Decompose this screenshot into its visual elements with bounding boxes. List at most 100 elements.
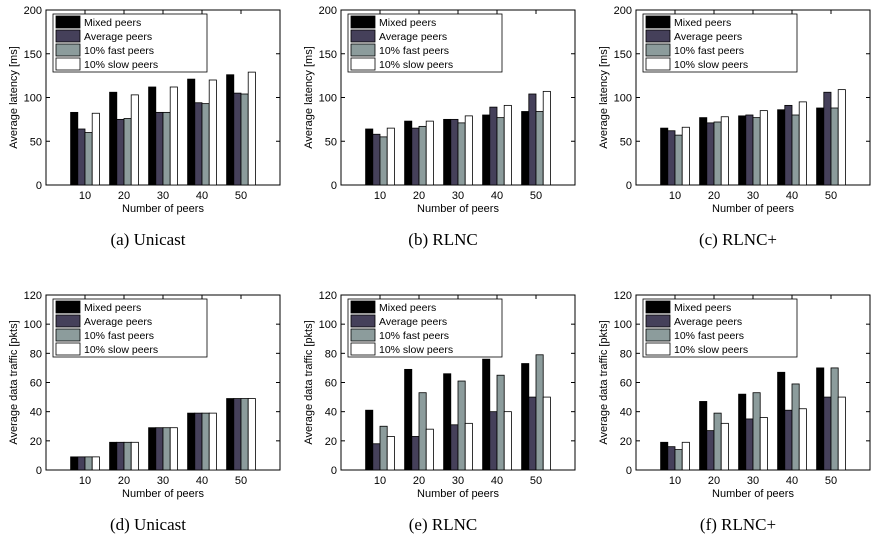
caption-d: (d) Unicast <box>109 515 186 534</box>
legend-label: Mixed peers <box>84 17 141 29</box>
bar-average-peers-20 <box>411 127 420 186</box>
legend-label: Average peers <box>674 316 742 328</box>
bar-average-peers-10 <box>77 456 86 471</box>
legend-label: 10% fast peers <box>379 45 449 57</box>
bar-average-peers-10 <box>667 130 676 186</box>
x-tick-label: 20 <box>413 475 425 487</box>
y-tick-label: 0 <box>626 465 632 477</box>
legend-label: Average peers <box>379 31 447 43</box>
legend: Mixed peers Average peers 10% fast peers 10… <box>347 13 503 73</box>
bar-average-peers-50 <box>823 91 832 186</box>
x-axis-label: Number of peers <box>712 488 794 500</box>
legend-swatch <box>350 29 376 43</box>
caption-a: (a) Unicast <box>110 230 186 249</box>
chart-rlnc-latency: 0 50 100 150 200 10 20 30 40 50 Number of peers Ave… <box>303 5 576 215</box>
bar-mixed-peers-30 <box>443 118 452 186</box>
y-tick-label: 20 <box>30 436 42 448</box>
legend-label: 10% fast peers <box>674 330 744 342</box>
bar-mixed-peers-50 <box>816 367 825 471</box>
bar-mixed-peers-20 <box>699 401 708 471</box>
bar-10-fast-peers-10 <box>379 425 388 471</box>
y-tick-label: 50 <box>30 136 42 148</box>
x-axis-label: Number of peers <box>122 488 204 500</box>
y-tick-label: 50 <box>620 136 632 148</box>
bar-average-peers-50 <box>823 396 832 471</box>
y-tick-label: 60 <box>30 378 42 390</box>
legend-label: 10% slow peers <box>674 344 748 356</box>
legend-swatch <box>645 314 671 328</box>
chart-unicast-traffic: 0 20 40 60 80 100 120 10 20 30 40 50 Number of peers… <box>8 290 281 500</box>
bar-10-fast-peers-20 <box>713 121 722 186</box>
legend-swatch <box>645 57 671 71</box>
bar-average-peers-20 <box>706 122 715 186</box>
y-axis-label: Average data traffic [pkts] <box>598 320 610 444</box>
legend-swatch <box>55 29 81 43</box>
y-axis-label: Average latency [ms] <box>303 46 315 149</box>
y-tick-label: 20 <box>620 436 632 448</box>
x-tick-label: 30 <box>452 475 464 487</box>
y-tick-label: 60 <box>620 378 632 390</box>
bar-10-fast-peers-50 <box>240 398 249 471</box>
bar-10-slow-peers-10 <box>681 126 690 186</box>
bar-10-slow-peers-20 <box>720 422 729 471</box>
y-tick-label: 200 <box>319 5 337 17</box>
caption-e: (e) RLNC <box>408 515 478 534</box>
y-tick-label: 100 <box>24 319 42 331</box>
x-tick-label: 50 <box>825 190 837 202</box>
y-tick-label: 60 <box>325 378 337 390</box>
x-tick-label: 10 <box>79 475 91 487</box>
bar-average-peers-50 <box>233 92 242 186</box>
y-tick-label: 0 <box>36 465 42 477</box>
legend-label: Mixed peers <box>84 302 141 314</box>
bar-10-slow-peers-20 <box>720 116 729 186</box>
legend-swatch <box>350 342 376 356</box>
bar-10-fast-peers-50 <box>830 107 839 186</box>
legend-label: 10% slow peers <box>379 344 453 356</box>
x-tick-label: 30 <box>157 475 169 487</box>
legend-swatch <box>645 43 671 57</box>
bar-10-slow-peers-10 <box>386 127 395 186</box>
legend-swatch <box>350 43 376 57</box>
x-tick-label: 30 <box>452 190 464 202</box>
bar-10-slow-peers-40 <box>208 79 217 186</box>
bar-mixed-peers-30 <box>738 115 747 186</box>
bar-average-peers-30 <box>745 114 754 186</box>
y-tick-label: 150 <box>614 49 632 61</box>
bar-mixed-peers-10 <box>365 409 374 471</box>
bar-10-fast-peers-40 <box>496 374 505 471</box>
bar-average-peers-30 <box>155 427 164 471</box>
bar-mixed-peers-30 <box>443 373 452 471</box>
legend-swatch <box>645 342 671 356</box>
legend-swatch <box>55 15 81 29</box>
y-tick-label: 80 <box>620 348 632 360</box>
bar-mixed-peers-50 <box>816 107 825 186</box>
legend-label: Mixed peers <box>674 17 731 29</box>
bar-mixed-peers-50 <box>226 74 235 186</box>
x-tick-label: 30 <box>747 190 759 202</box>
legend-swatch <box>350 314 376 328</box>
legend: Mixed peers Average peers 10% fast peers 10… <box>52 13 208 73</box>
bar-10-slow-peers-50 <box>837 89 846 186</box>
bar-average-peers-10 <box>372 133 381 186</box>
bar-10-slow-peers-40 <box>208 412 217 471</box>
bar-10-slow-peers-50 <box>542 90 551 186</box>
bar-10-fast-peers-30 <box>752 392 761 471</box>
y-tick-label: 40 <box>30 407 42 419</box>
bar-10-fast-peers-30 <box>457 380 466 471</box>
bar-mixed-peers-10 <box>70 456 79 471</box>
legend-swatch <box>350 328 376 342</box>
chart-rlnc-traffic: 0 20 40 60 80 100 120 10 20 30 40 50 Number of peers… <box>303 290 576 500</box>
bar-10-slow-peers-40 <box>798 408 807 471</box>
bar-10-slow-peers-40 <box>798 101 807 186</box>
x-tick-label: 10 <box>374 475 386 487</box>
bar-mixed-peers-30 <box>148 86 157 186</box>
bar-10-slow-peers-10 <box>91 112 100 186</box>
x-axis-label: Number of peers <box>712 203 794 215</box>
y-tick-label: 20 <box>325 436 337 448</box>
y-tick-label: 120 <box>614 290 632 302</box>
bar-mixed-peers-10 <box>660 441 669 471</box>
x-tick-label: 20 <box>708 475 720 487</box>
y-axis-label: Average data traffic [pkts] <box>303 320 315 444</box>
y-tick-label: 100 <box>319 93 337 105</box>
bar-mixed-peers-20 <box>404 368 413 471</box>
